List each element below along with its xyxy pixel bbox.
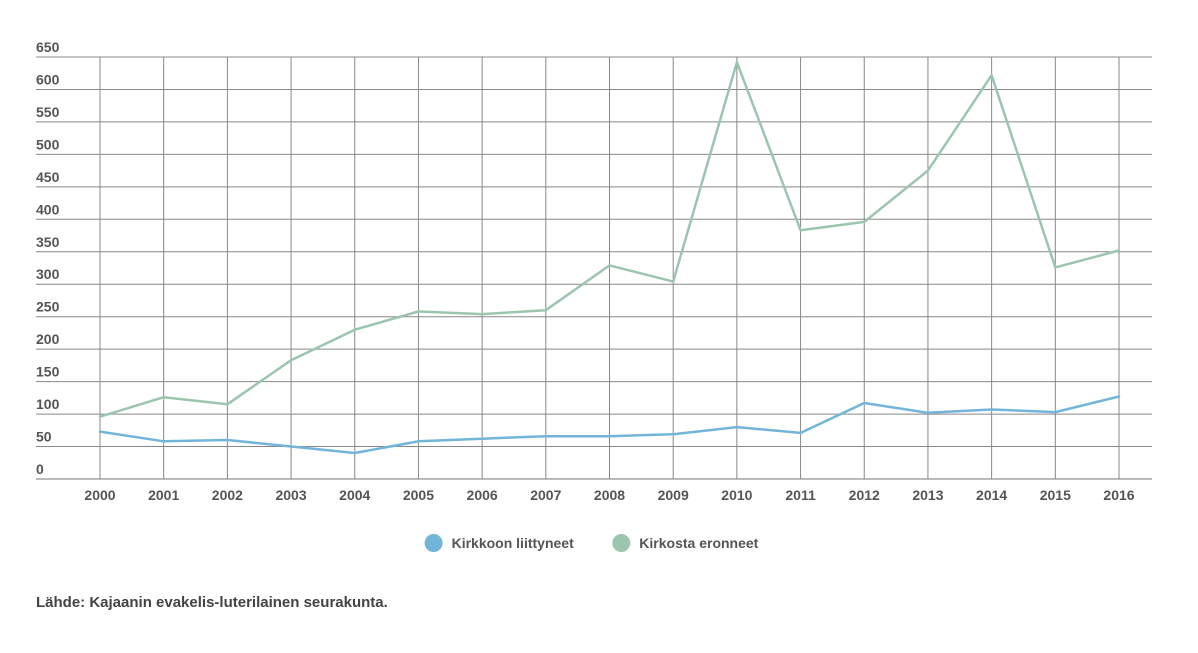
x-tick-label: 2002 [212,487,243,503]
legend-label: Kirkosta eronneet [639,535,758,551]
x-tick-label: 2000 [84,487,115,503]
y-tick-label: 200 [36,331,60,347]
x-tick-label: 2005 [403,487,434,503]
chart-legend: Kirkkoon liittyneet Kirkosta eronneet [424,534,759,552]
y-tick-label: 450 [36,169,60,185]
x-tick-label: 2010 [721,487,752,503]
x-tick-label: 2004 [339,487,370,503]
y-tick-label: 150 [36,364,60,380]
x-tick-label: 2011 [785,487,816,503]
legend-label: Kirkkoon liittyneet [452,535,574,551]
x-tick-label: 2001 [148,487,179,503]
x-tick-label: 2013 [912,487,943,503]
x-tick-label: 2007 [530,487,561,503]
y-tick-label: 500 [36,136,60,152]
y-tick-label: 550 [36,104,60,120]
y-tick-label: 350 [36,234,60,250]
series-line-1 [98,395,1121,455]
y-tick-label: 100 [36,396,60,412]
x-tick-label: 2003 [275,487,306,503]
y-tick-label: 400 [36,201,60,217]
x-tick-label: 2006 [467,487,498,503]
source-note: Lähde: Kajaanin evakelis-luterilainen se… [36,594,388,611]
legend-swatch [424,534,443,552]
y-tick-label: 0 [36,461,44,477]
chart-series [98,60,1121,455]
x-tick-label: 2009 [658,487,689,503]
y-tick-label: 50 [36,429,52,445]
x-tick-label: 2015 [1040,487,1071,503]
x-axis-ticks: 2000 2001 2002 2003 2004 2005 2006 2007 2008 2009… [84,487,1134,503]
y-axis-ticks: 0 50 100 150 200 250 300 350 400 450 500 550 600 650 [36,39,60,477]
x-tick-label: 2016 [1103,487,1134,503]
series-line-2 [98,60,1121,418]
y-tick-label: 600 [36,71,60,87]
legend-swatch [612,534,631,552]
x-tick-label: 2012 [849,487,880,503]
x-tick-label: 2014 [976,487,1007,503]
y-tick-label: 300 [36,266,60,282]
y-tick-label: 250 [36,299,60,315]
chart-gridlines [36,56,1152,480]
x-tick-label: 2008 [594,487,625,503]
y-tick-label: 650 [36,39,60,55]
